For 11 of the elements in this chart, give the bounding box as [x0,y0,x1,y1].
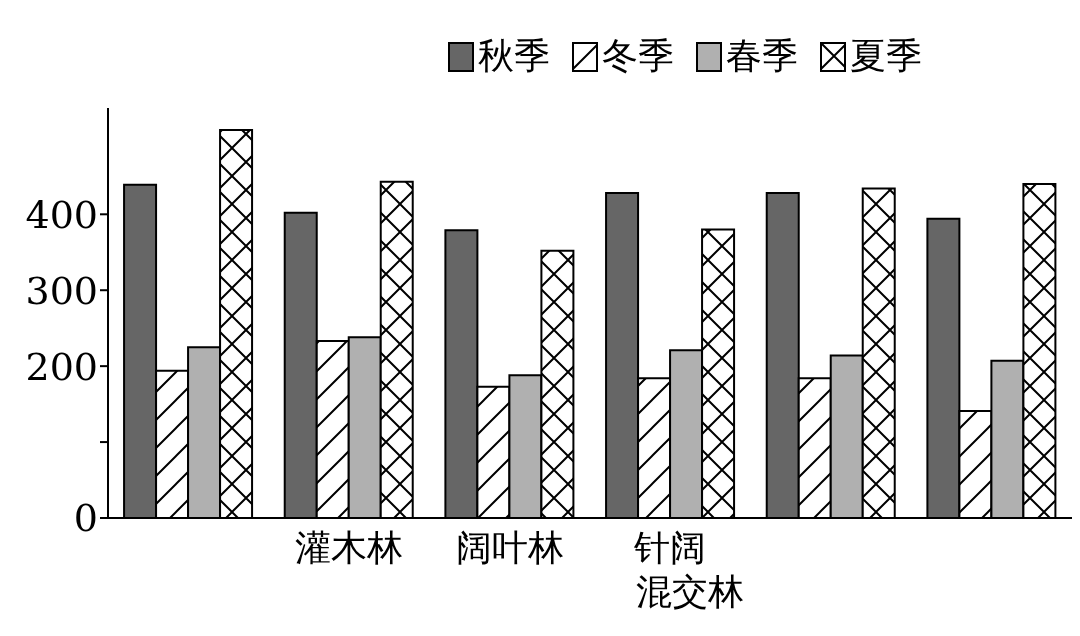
legend-label: 秋季 [478,34,550,78]
y-tick-label: 200 [25,344,98,389]
legend-label: 冬季 [602,34,674,78]
x-tick-label: 阔叶林 [455,527,564,568]
y-tick-label: 0 [73,496,98,541]
x-tick-label: 灌木林 [295,527,403,568]
legend-label: 夏季 [850,34,922,78]
legend-label: 春季 [726,34,798,78]
y-tick-label: 300 [25,268,98,313]
y-tick-label: 400 [25,192,98,237]
x-tick-label: 针阔混交林 [633,527,745,612]
